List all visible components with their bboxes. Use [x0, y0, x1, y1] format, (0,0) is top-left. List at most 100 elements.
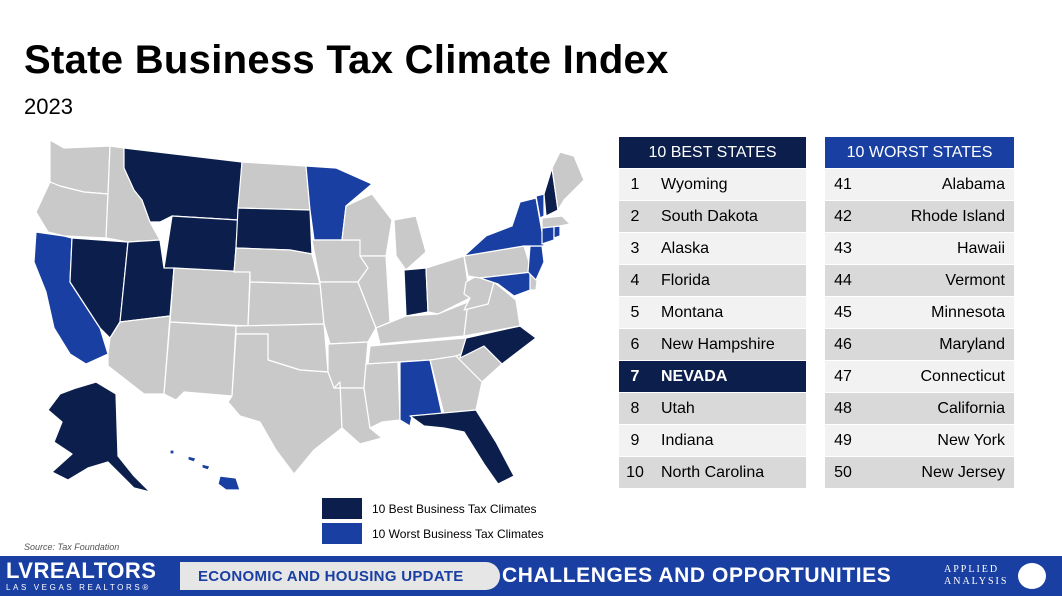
state-name: Wyoming: [651, 168, 806, 201]
state-hawaii-3: [201, 463, 211, 471]
table-row: 4 Florida: [619, 264, 806, 297]
state-georgia: [429, 355, 483, 415]
table-row: 49 New York: [825, 424, 1014, 457]
state-name: Utah: [651, 392, 806, 425]
state-name: Connecticut: [861, 360, 1014, 393]
rank-number: 41: [825, 168, 861, 201]
state-maryland: [479, 271, 533, 297]
rank-number: 50: [825, 456, 861, 488]
source-note: Source: Tax Foundation: [24, 542, 120, 552]
state-name: Hawaii: [861, 232, 1014, 265]
table-row: 48 California: [825, 392, 1014, 425]
state-new-mexico: [163, 321, 237, 401]
rank-number: 47: [825, 360, 861, 393]
page-title: State Business Tax Climate Index: [24, 38, 669, 82]
state-name: NEVADA: [651, 360, 806, 393]
state-ohio: [425, 255, 471, 315]
state-name: Vermont: [861, 264, 1014, 297]
footer-banner: LVREALTORS LAS VEGAS REALTORS® ECONOMIC …: [0, 556, 1062, 596]
state-hawaii-2: [187, 455, 197, 463]
table-row: 50 New Jersey: [825, 456, 1014, 488]
state-mississippi: [363, 361, 401, 429]
rank-number: 46: [825, 328, 861, 361]
state-name: South Dakota: [651, 200, 806, 233]
state-arizona: [107, 315, 171, 395]
table-row: 43 Hawaii: [825, 232, 1014, 265]
state-indiana: [403, 267, 429, 317]
state-name: California: [861, 392, 1014, 425]
table-row: 1 Wyoming: [619, 168, 806, 201]
state-texas: [227, 333, 343, 475]
state-hawaii-1: [169, 449, 175, 455]
page-subtitle: 2023: [24, 94, 73, 119]
best-table-header: 10 BEST STATES: [619, 137, 806, 169]
table-row: 45 Minnesota: [825, 296, 1014, 329]
us-map: [33, 139, 584, 493]
lvrealtors-logo: LVREALTORS LAS VEGAS REALTORS®: [6, 558, 157, 593]
rank-number: 45: [825, 296, 861, 329]
rank-number: 10: [619, 456, 651, 488]
rank-number: 4: [619, 264, 651, 297]
state-name: New Jersey: [861, 456, 1014, 488]
table-row: 3 Alaska: [619, 232, 806, 265]
state-alaska: [47, 381, 151, 493]
state-name: Maryland: [861, 328, 1014, 361]
rank-number: 48: [825, 392, 861, 425]
rank-number: 5: [619, 296, 651, 329]
applied-line1: APPLIED: [944, 564, 1000, 575]
state-south-dakota: [235, 207, 313, 255]
state-california: [33, 231, 109, 365]
state-maine: [551, 151, 584, 211]
state-name: Minnesota: [861, 296, 1014, 329]
legend-swatch-worst: [322, 523, 362, 544]
rank-number: 44: [825, 264, 861, 297]
state-west-virginia: [463, 273, 495, 311]
table-row: 2 South Dakota: [619, 200, 806, 233]
map-legend: 10 Best Business Tax Climates 10 Worst B…: [322, 496, 544, 546]
applied-line2: ANALYSIS: [944, 576, 1009, 587]
table-row: 9 Indiana: [619, 424, 806, 457]
worst-table-header: 10 WORST STATES: [825, 137, 1014, 169]
legend-label-worst: 10 Worst Business Tax Climates: [372, 526, 544, 541]
state-massachusetts: [541, 215, 571, 229]
state-arkansas: [327, 341, 369, 389]
rank-number: 8: [619, 392, 651, 425]
state-michigan: [393, 215, 427, 271]
state-vermont: [535, 193, 545, 219]
state-kansas: [247, 281, 325, 327]
logo-sub-text: LAS VEGAS REALTORS®: [6, 583, 151, 592]
rank-number: 3: [619, 232, 651, 265]
state-north-dakota: [237, 161, 311, 211]
table-row: 44 Vermont: [825, 264, 1014, 297]
state-name: Montana: [651, 296, 806, 329]
state-name: Rhode Island: [861, 200, 1014, 233]
legend-label-best: 10 Best Business Tax Climates: [372, 501, 537, 516]
rank-number: 49: [825, 424, 861, 457]
logo-main-text: LVREALTORS: [6, 558, 157, 583]
table-row: 10 North Carolina: [619, 456, 806, 488]
table-row: 5 Montana: [619, 296, 806, 329]
state-hawaii-4: [217, 475, 241, 491]
rank-number: 7: [619, 360, 651, 393]
rank-number: 1: [619, 168, 651, 201]
state-wyoming: [163, 215, 239, 275]
applied-analysis-logo: APPLIED ANALYSIS: [944, 564, 1008, 588]
update-band: ECONOMIC AND HOUSING UPDATE: [180, 562, 500, 590]
worst-states-table: 10 WORST STATES 41 Alabama 42 Rhode Island…: [825, 137, 1014, 488]
state-name: Alaska: [651, 232, 806, 265]
table-row: 41 Alabama: [825, 168, 1014, 201]
state-name: Indiana: [651, 424, 806, 457]
state-north-carolina: [459, 325, 537, 365]
table-row: 42 Rhode Island: [825, 200, 1014, 233]
state-rhode-island: [553, 225, 561, 239]
state-colorado: [169, 267, 251, 327]
legend-item-best: 10 Best Business Tax Climates: [322, 496, 544, 521]
state-name: Alabama: [861, 168, 1014, 201]
rank-number: 2: [619, 200, 651, 233]
state-name: North Carolina: [651, 456, 806, 488]
legend-item-worst: 10 Worst Business Tax Climates: [322, 521, 544, 546]
table-row: 8 Utah: [619, 392, 806, 425]
state-name: New Hampshire: [651, 328, 806, 361]
rank-number: 43: [825, 232, 861, 265]
